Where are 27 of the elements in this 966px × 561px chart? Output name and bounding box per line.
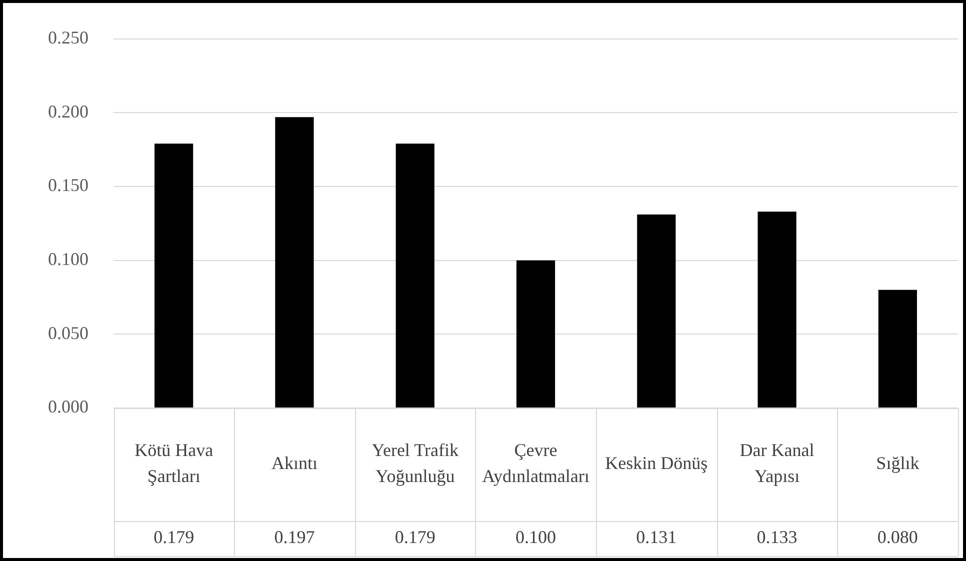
data-label: 0.197 (274, 527, 315, 548)
bar (637, 214, 676, 408)
bar (516, 260, 556, 408)
bar (758, 212, 796, 408)
y-tick-label: 0.000 (48, 396, 88, 417)
x-tick-label: Keskin Dönüş (605, 453, 708, 474)
data-label: 0.179 (154, 527, 194, 548)
x-tick-label: Akıntı (271, 453, 318, 474)
bar (154, 144, 194, 408)
bar (878, 290, 917, 408)
x-tick-label: Kötü Hava Şartları (134, 440, 214, 486)
data-label: 0.133 (756, 527, 798, 548)
data-label: 0.131 (636, 527, 677, 548)
x-tick-label: Sığlık (876, 453, 920, 474)
y-tick-label: 0.150 (48, 175, 88, 196)
bar (275, 117, 314, 408)
y-tick-label: 0.250 (48, 28, 88, 48)
y-tick-label: 0.100 (48, 249, 88, 270)
y-tick-label: 0.050 (48, 322, 88, 343)
x-tick-label: Dar Kanal Yapısı (740, 440, 814, 486)
x-tick-label: Çevre Aydınlatmaları (482, 440, 590, 486)
data-label: 0.179 (394, 527, 436, 548)
bar (396, 144, 434, 408)
data-label: 0.080 (877, 527, 918, 548)
y-tick-label: 0.200 (48, 101, 88, 122)
data-label: 0.100 (516, 527, 556, 548)
x-tick-label: Yerel Trafik Yoğunluğu (372, 440, 458, 486)
